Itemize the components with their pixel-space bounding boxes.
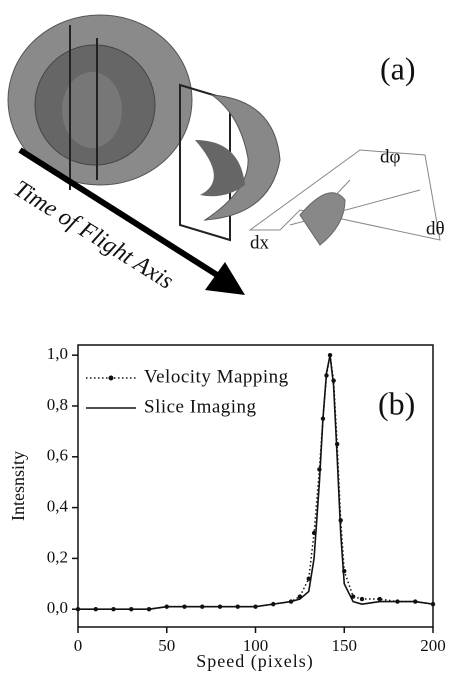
x-tick-label: 0	[74, 636, 83, 655]
y-tick-label: 1,0	[47, 344, 68, 363]
panel-label: (b)	[378, 385, 415, 421]
arrow-head	[205, 262, 245, 295]
diagram-label: dθ	[426, 218, 445, 239]
data-point	[377, 596, 382, 602]
y-tick-label: 0,0	[47, 598, 68, 617]
y-tick-label: 0,6	[47, 446, 68, 465]
slice-inner	[195, 140, 245, 197]
panel-a-drawing	[7, 14, 441, 295]
y-tick-label: 0,8	[47, 395, 68, 414]
y-tick-label: 0,2	[47, 547, 68, 566]
legend-marker	[108, 375, 114, 381]
x-tick-label: 50	[158, 636, 175, 655]
diagram-label: dφ	[380, 146, 401, 167]
core	[62, 72, 122, 148]
diagram-label: dx	[250, 232, 270, 253]
legend-label: Velocity Mapping	[144, 366, 289, 387]
volume-line	[289, 189, 421, 226]
x-tick-label: 200	[420, 636, 446, 655]
volume-element	[248, 149, 441, 241]
arrow-shaft	[18, 147, 227, 283]
volume-shell	[299, 192, 346, 246]
y-axis-label: Intesnsity	[8, 451, 28, 521]
x-tick-label: 100	[243, 636, 269, 655]
x-tick-label: 150	[332, 636, 358, 655]
data-point	[359, 596, 365, 602]
panel-label: (a)	[380, 50, 416, 86]
legend-label: Slice Imaging	[144, 396, 257, 417]
data-line	[78, 355, 434, 611]
x-axis-label: Speed (pixels)	[196, 651, 313, 672]
y-tick-label: 0,4	[47, 497, 69, 516]
slice-shell	[203, 94, 281, 221]
volume-line	[309, 179, 351, 223]
